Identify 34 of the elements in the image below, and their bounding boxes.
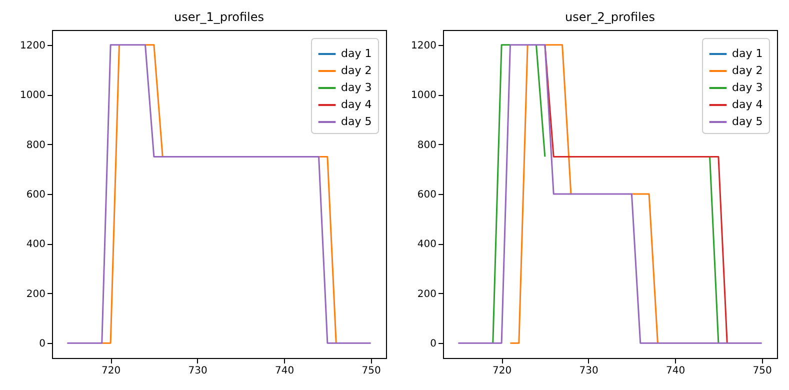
legend-label: day 2	[732, 64, 763, 77]
y-tick-label: 400	[417, 239, 436, 250]
legend-label: day 4	[341, 98, 372, 111]
y-tick-label: 200	[417, 288, 436, 300]
legend-label: day 3	[732, 81, 763, 94]
y-tick-label: 400	[26, 239, 46, 250]
legend-label: day 5	[341, 115, 372, 128]
legend-label: day 3	[341, 81, 372, 94]
y-tick-label: 800	[417, 140, 436, 151]
y-tick-label: 200	[26, 288, 46, 300]
legend-label: day 2	[341, 64, 372, 77]
y-tick-label: 800	[26, 140, 46, 151]
x-tick-label: 730	[188, 366, 208, 376]
x-tick-label: 740	[275, 366, 294, 376]
x-tick-label: 750	[362, 366, 381, 376]
y-tick-label: 600	[26, 190, 46, 200]
legend-label: day 4	[732, 98, 763, 111]
x-tick-label: 730	[579, 366, 598, 376]
y-tick-label: 1000	[20, 90, 46, 102]
y-tick-label: 0	[39, 338, 46, 350]
y-tick-label: 1200	[411, 40, 436, 52]
chart-title: user_2_profiles	[565, 10, 655, 24]
y-tick-label: 600	[417, 190, 436, 200]
legend-label: day 1	[341, 47, 372, 60]
x-tick-label: 720	[102, 366, 121, 376]
x-tick-label: 720	[492, 366, 512, 376]
y-tick-label: 1000	[411, 90, 436, 102]
x-tick-label: 740	[666, 366, 686, 376]
legend-label: day 1	[732, 47, 763, 60]
chart-title: user_1_profiles	[174, 10, 264, 24]
x-tick-label: 750	[752, 366, 772, 376]
y-tick-label: 1200	[20, 40, 46, 52]
legend-label: day 5	[732, 115, 763, 128]
y-tick-label: 0	[430, 338, 436, 350]
